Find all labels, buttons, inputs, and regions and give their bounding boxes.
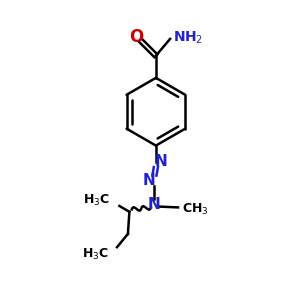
Text: CH$_3$: CH$_3$ [182,202,208,217]
Text: H$_3$C: H$_3$C [82,247,109,262]
Text: O: O [130,28,144,46]
Text: N: N [143,173,155,188]
Text: NH$_2$: NH$_2$ [173,29,203,46]
Text: N: N [155,154,168,169]
Text: H$_3$C: H$_3$C [83,193,110,208]
Text: N: N [148,197,161,212]
